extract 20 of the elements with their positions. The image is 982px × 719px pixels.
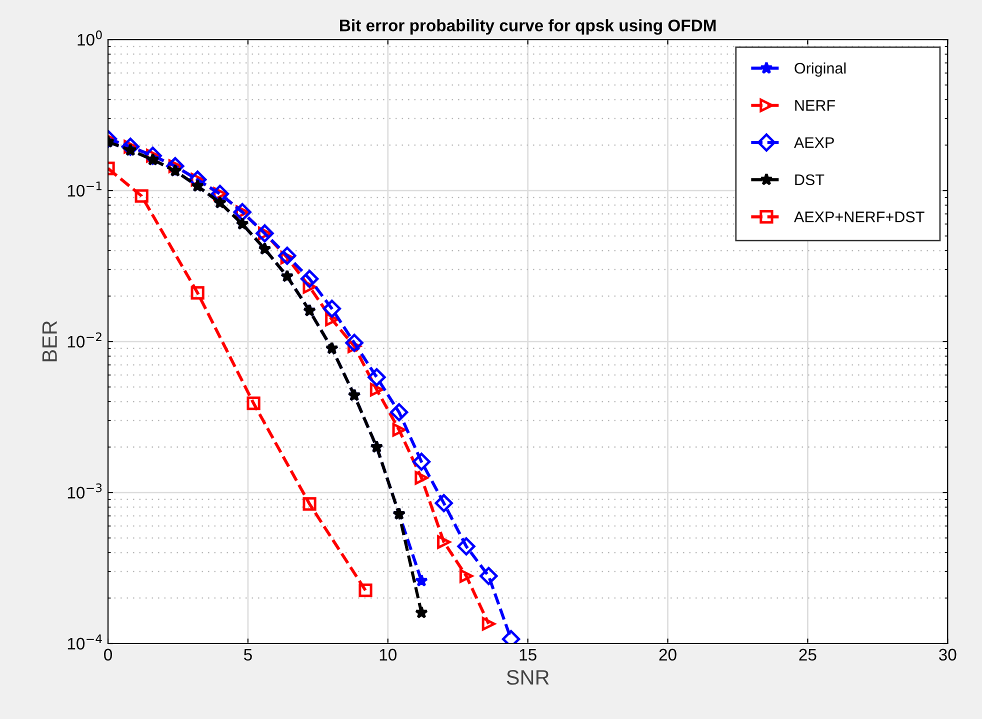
y-tick-label: 10$^{−2}$ (68, 332, 102, 348)
legend-label: AEXP (794, 137, 834, 148)
x-tick-label: 0 (104, 648, 112, 661)
chart-title: Bit error probability curve for qpsk using OFDM (340, 19, 716, 35)
legend-label: AEXP+NERF+DST (794, 212, 924, 222)
x-tick-label: 30 (938, 648, 956, 661)
x-tick-label: 25 (799, 648, 816, 661)
legend-label: DST (795, 174, 824, 186)
x-tick-label: 20 (659, 648, 676, 661)
x-tick-label: 5 (244, 648, 252, 661)
x-tick-label: 15 (520, 648, 536, 661)
legend-label: NERF (795, 100, 835, 111)
legend-label: Original (794, 62, 846, 77)
y-tick-label: 10$^{−3}$ (68, 483, 102, 499)
y-tick-label: 10$^{−1}$ (68, 182, 102, 197)
y-tick-label: 10$^{−4}$ (68, 634, 102, 650)
y-axis-title: BER (42, 321, 57, 362)
y-tick-label: 10$^{0}$ (78, 30, 102, 46)
x-tick-label: 10 (380, 648, 397, 661)
x-axis-title: SNR (506, 670, 549, 685)
